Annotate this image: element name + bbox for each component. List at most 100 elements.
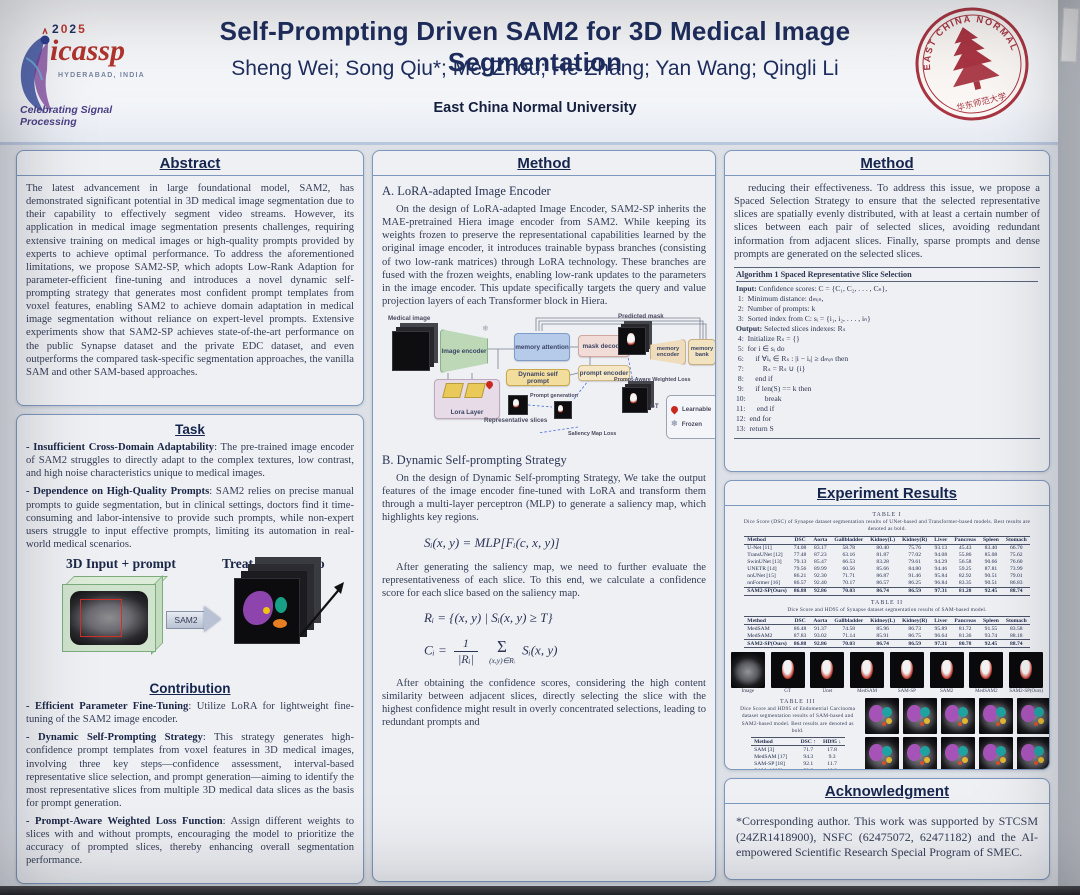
algorithm-line: 6: if ∀iₑ ∈ Rₛ : |i − iₑ| ≥ dₘᵢₙ then — [736, 353, 849, 363]
table-cell: MedSAM — [747, 625, 770, 632]
table-cell: 95.89 — [934, 625, 948, 632]
frozen-icon: ❄ — [671, 419, 678, 429]
equation-saliency-map: Sᵢ(x, y) = MLP[Fᵢ(c, x, y)] — [424, 534, 560, 550]
table-cell: 92.40 — [814, 580, 827, 587]
table-cell: 83.35 — [958, 580, 972, 587]
table-cell: 75.62 — [1009, 552, 1023, 559]
qualitative-strip-edc-bottom: GTTransUnetMedSAMMedSAM2SAM2-SP(ours) — [864, 737, 1049, 769]
table-cell: 79.13 — [793, 559, 807, 566]
table-cell: 60.56 — [842, 566, 856, 573]
result-thumbnail: MedSAM2 — [969, 652, 1005, 694]
prompt-gen-thumb — [554, 401, 572, 419]
task-header: Task — [175, 422, 205, 437]
method-b-paragraph: On the design of Dynamic Self-prompting … — [382, 473, 706, 524]
peacock-icon — [20, 28, 52, 112]
result-thumbnail: MedSAM — [849, 652, 885, 694]
result-thumbnail — [864, 698, 899, 735]
table-cell: 96.64 — [934, 632, 948, 639]
table-cell: 92.86 — [809, 586, 831, 596]
table-cell: 70.03 — [830, 639, 867, 649]
table-header-cell: Stomach — [1002, 616, 1031, 626]
segmentation-image — [1016, 737, 1049, 769]
ct-slice-image — [70, 591, 148, 645]
table-cell: 79.56 — [793, 566, 807, 573]
table-cell: MedSAM2 — [747, 632, 773, 639]
table-cell: 55.86 — [958, 552, 972, 559]
table-cell: 71.14 — [842, 632, 856, 639]
segmentation-image — [770, 652, 805, 689]
memory-bank-box: memory bank — [688, 339, 715, 365]
table-cell: 94.29 — [934, 559, 948, 566]
frozen-icon: ❄ — [482, 324, 489, 333]
table-cell: 83.40 — [984, 545, 998, 552]
table-cell: 17.8 — [827, 746, 837, 753]
contribution-header: Contribution — [149, 681, 231, 696]
table-cell: 97.31 — [930, 586, 951, 596]
acknowledgment-panel: Acknowledgment *Corresponding author. Th… — [724, 778, 1050, 880]
thumbnail-label: Unet — [822, 689, 833, 695]
table-header-cell: DSC — [790, 616, 810, 626]
poster-authors: Sheng Wei; Song Qiu*; Mei Zhou; He Zhang… — [231, 57, 839, 80]
table-cell: 92.45 — [979, 586, 1003, 596]
abstract-panel: Abstract The latest advancement in large… — [16, 150, 364, 406]
table-header-cell: Gallbladder — [830, 535, 867, 545]
segmentation-image — [730, 652, 765, 689]
thumbnail-label: MedSAM — [857, 689, 878, 695]
table-cell: 86.75 — [908, 632, 921, 639]
table-cell: 93.13 — [934, 545, 948, 552]
algorithm-line: 8: end if — [736, 373, 773, 383]
table-cell: 71.7 — [803, 746, 814, 753]
result-thumbnail: GT — [770, 652, 806, 694]
table-row: SAM-SP [18] 92.1 11.7 — [751, 760, 845, 767]
table-cell: 82.92 — [958, 573, 972, 580]
table-cell: 93.2 — [797, 767, 819, 769]
table-row: MedSAM2 87.83 93.02 71.14 85.91 86.75 96.64 81.… — [744, 632, 1030, 640]
table-cell: 86.59 — [898, 639, 931, 649]
table-cell: 70.17 — [842, 580, 856, 587]
table-cell: 87.81 — [984, 566, 998, 573]
table-cell: 90.51 — [984, 573, 998, 580]
table-cell: 84.80 — [908, 566, 921, 573]
learnable-flame-icon — [669, 404, 680, 415]
table-row: SAM2-SP(Ours) 86.88 92.86 70.03 86.74 86.59 97… — [743, 639, 1031, 649]
wall — [1058, 0, 1080, 895]
table-cell: 59.25 — [958, 566, 972, 573]
result-thumbnail: SAM-SP — [889, 652, 925, 694]
table-cell: 92.45 — [979, 639, 1003, 649]
table-cell: 56.58 — [958, 559, 972, 566]
gt-blob — [630, 393, 637, 404]
contribution-item: - Prompt-Aware Weighted Loss Function: A… — [26, 816, 354, 867]
algorithm-line: Input: Confidence scores: C = {C₁, C₂, .… — [736, 283, 888, 293]
segmentation-image — [902, 698, 937, 735]
dynamic-self-prompt-box: Dynamic self prompt — [506, 369, 570, 386]
table-cell: 76.60 — [1009, 559, 1023, 566]
segmentation-image — [978, 737, 1013, 769]
algorithm-line: 13: return S — [736, 423, 774, 433]
table-cell: 87.23 — [814, 552, 827, 559]
table-header-cell: Kidney(L) — [866, 535, 899, 545]
table-cell: 96.84 — [934, 580, 948, 587]
algorithm-line: 12: end for — [736, 413, 772, 423]
table-cell: SAM [3] — [754, 746, 775, 753]
table2: Method DSC Aorta Gallbladder Kidney(L) Kidney… — [730, 616, 1044, 649]
table-cell: 63.16 — [842, 552, 856, 559]
table-cell: 90.51 — [984, 580, 998, 587]
table-cell: 11.7 — [827, 760, 837, 767]
table-header-cell: Spleen — [979, 535, 1003, 545]
table-cell: 88.74 — [1002, 639, 1031, 649]
table-cell: 66.53 — [842, 559, 856, 566]
table-cell: 80.40 — [876, 545, 889, 552]
task-contribution-panel: Task - Insufficient Cross-Domain Adaptab… — [16, 414, 364, 884]
table-cell: 86.88 — [790, 639, 810, 649]
university-seal-icon: EAST CHINA NORMAL UNIVERSITY 华东师范大学 — [899, 0, 1029, 121]
table-cell: 86.74 — [866, 586, 899, 596]
segmentation-image — [889, 652, 924, 689]
thumbnail-label: SAM2 — [939, 689, 954, 695]
icassp-tagline: Celebrating Signal Processing — [20, 104, 113, 128]
sam2-arrow: SAM2 — [166, 606, 222, 632]
table-cell: 75.76 — [908, 545, 921, 552]
video-slices-stack — [234, 578, 300, 644]
table-cell: 86.21 — [793, 573, 807, 580]
legend-frozen-label: Frozen — [681, 420, 702, 428]
table-cell: UNETR [14] — [747, 566, 777, 573]
